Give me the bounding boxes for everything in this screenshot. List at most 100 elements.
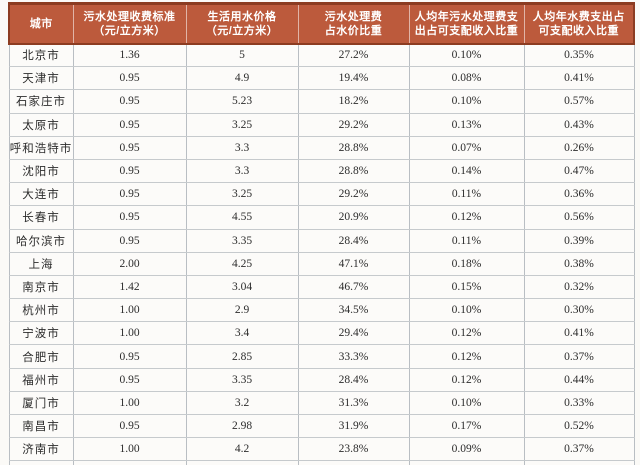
- city-cell: 厦门市: [8, 391, 74, 416]
- column-header-line: （元/立方米）: [93, 25, 166, 38]
- value-cell: 2.9: [185, 298, 299, 323]
- value-cell: 0.30%: [523, 298, 635, 323]
- table-row: 石家庄市 0.95 5.23 18.2% 0.10% 0.57%: [8, 89, 635, 114]
- value-cell: 19.4%: [297, 66, 410, 91]
- city-cell: 沈阳市: [8, 159, 74, 184]
- value-cell: 2.98: [185, 414, 299, 439]
- table-row: 天津市 0.95 4.9 19.4% 0.08% 0.41%: [8, 66, 635, 91]
- value-cell: 0.33%: [523, 391, 635, 416]
- value-cell: 0.95: [72, 66, 187, 91]
- value-cell: 0.41%: [523, 321, 635, 346]
- header-row: 城市 污水处理收费标准 （元/立方米） 生活用水价格 （元/立方米） 污水处理费 占水价比重…: [8, 2, 635, 45]
- column-header-line: 城市: [29, 18, 53, 31]
- value-cell: 3.2: [185, 391, 299, 416]
- value-cell: 0.07%: [408, 136, 525, 160]
- value-cell: 3.35: [185, 368, 299, 392]
- column-header-3: 污水处理费 占水价比重: [297, 2, 409, 45]
- table-body: 北京市 1.36 5 27.2% 0.10% 0.35% 天津市 0.95 4.9 19.4% 0.…: [8, 43, 635, 465]
- value-cell: 20.9%: [297, 205, 410, 230]
- water-fee-table: 城市 污水处理收费标准 （元/立方米） 生活用水价格 （元/立方米） 污水处理费 占水价比重…: [8, 2, 635, 465]
- column-header-line: 污水处理费: [324, 11, 383, 24]
- empty-cell: [185, 460, 299, 465]
- value-cell: 3.3: [185, 136, 299, 160]
- city-cell: 长春市: [8, 205, 74, 230]
- partial-row: [8, 460, 635, 465]
- value-cell: 1.00: [72, 437, 187, 462]
- value-cell: 46.7%: [297, 275, 410, 300]
- value-cell: 5.23: [185, 89, 299, 114]
- value-cell: 0.95: [72, 414, 187, 439]
- value-cell: 0.12%: [408, 321, 525, 346]
- table-row: 哈尔滨市 0.95 3.35 28.4% 0.11% 0.39%: [8, 229, 635, 253]
- column-header-4: 人均年污水处理费支 出占可支配收入比重: [408, 2, 524, 45]
- city-cell: 福州市: [8, 368, 74, 392]
- table-row: 长春市 0.95 4.55 20.9% 0.12% 0.56%: [8, 205, 635, 230]
- table-row: 福州市 0.95 3.35 28.4% 0.12% 0.44%: [8, 368, 635, 392]
- value-cell: 1.42: [72, 275, 187, 300]
- value-cell: 3.25: [185, 182, 299, 207]
- value-cell: 1.00: [72, 391, 187, 416]
- value-cell: 0.35%: [523, 43, 635, 68]
- value-cell: 1.36: [72, 43, 187, 68]
- empty-cell: [523, 460, 635, 465]
- value-cell: 31.3%: [297, 391, 410, 416]
- value-cell: 33.3%: [297, 344, 410, 369]
- table-row: 北京市 1.36 5 27.2% 0.10% 0.35%: [8, 43, 635, 68]
- value-cell: 4.2: [185, 437, 299, 462]
- value-cell: 5: [185, 43, 299, 68]
- value-cell: 0.36%: [523, 182, 635, 207]
- city-cell: 合肥市: [8, 344, 74, 369]
- table-row: 合肥市 0.95 2.85 33.3% 0.12% 0.37%: [8, 344, 635, 369]
- value-cell: 0.57%: [523, 89, 635, 114]
- value-cell: 0.14%: [408, 159, 525, 184]
- city-cell: 上海: [8, 252, 74, 276]
- value-cell: 2.85: [185, 344, 299, 369]
- value-cell: 0.39%: [523, 229, 635, 253]
- table-row: 南昌市 0.95 2.98 31.9% 0.17% 0.52%: [8, 414, 635, 439]
- column-header-2: 生活用水价格 （元/立方米）: [185, 2, 298, 45]
- value-cell: 3.25: [185, 113, 299, 137]
- value-cell: 28.8%: [297, 136, 410, 160]
- value-cell: 29.2%: [297, 113, 410, 137]
- value-cell: 0.12%: [408, 344, 525, 369]
- value-cell: 0.10%: [408, 298, 525, 323]
- value-cell: 3.3: [185, 159, 299, 184]
- value-cell: 0.41%: [523, 66, 635, 91]
- value-cell: 0.52%: [523, 414, 635, 439]
- column-header-line: 污水处理收费标准: [83, 11, 176, 24]
- table-row: 上海 2.00 4.25 47.1% 0.18% 0.38%: [8, 252, 635, 276]
- value-cell: 0.95: [72, 182, 187, 207]
- city-cell: 呼和浩特市: [8, 136, 74, 160]
- column-header-0: 城市: [8, 2, 73, 45]
- value-cell: 0.56%: [523, 205, 635, 230]
- value-cell: 4.9: [185, 66, 299, 91]
- value-cell: 0.12%: [408, 368, 525, 392]
- value-cell: 4.25: [185, 252, 299, 276]
- value-cell: 0.12%: [408, 205, 525, 230]
- value-cell: 0.10%: [408, 43, 525, 68]
- value-cell: 0.17%: [408, 414, 525, 439]
- value-cell: 0.95: [72, 344, 187, 369]
- column-header-line: 可支配收入比重: [538, 25, 619, 38]
- table-row: 宁波市 1.00 3.4 29.4% 0.12% 0.41%: [8, 321, 635, 346]
- city-cell: 济南市: [8, 437, 74, 462]
- value-cell: 28.8%: [297, 159, 410, 184]
- value-cell: 0.37%: [523, 437, 635, 462]
- value-cell: 0.10%: [408, 89, 525, 114]
- value-cell: 27.2%: [297, 43, 410, 68]
- value-cell: 3.35: [185, 229, 299, 253]
- value-cell: 34.5%: [297, 298, 410, 323]
- value-cell: 0.95: [72, 136, 187, 160]
- empty-cell: [72, 460, 187, 465]
- table-row: 呼和浩特市 0.95 3.3 28.8% 0.07% 0.26%: [8, 136, 635, 160]
- table-row: 杭州市 1.00 2.9 34.5% 0.10% 0.30%: [8, 298, 635, 323]
- city-cell: 南昌市: [8, 414, 74, 439]
- table-row: 沈阳市 0.95 3.3 28.8% 0.14% 0.47%: [8, 159, 635, 184]
- table-row: 南京市 1.42 3.04 46.7% 0.15% 0.32%: [8, 275, 635, 300]
- value-cell: 3.4: [185, 321, 299, 346]
- value-cell: 0.95: [72, 368, 187, 392]
- value-cell: 0.95: [72, 113, 187, 137]
- table-header: 城市 污水处理收费标准 （元/立方米） 生活用水价格 （元/立方米） 污水处理费 占水价比重…: [8, 2, 635, 45]
- column-header-1: 污水处理收费标准 （元/立方米）: [72, 2, 186, 45]
